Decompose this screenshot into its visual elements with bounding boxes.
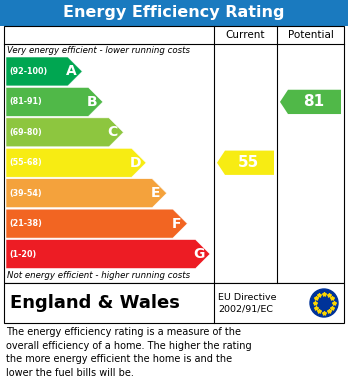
Text: D: D [129,156,141,170]
Text: Potential: Potential [287,30,333,40]
Text: 55: 55 [238,155,259,170]
Polygon shape [6,148,146,177]
Text: 81: 81 [303,94,324,109]
Text: (21-38): (21-38) [9,219,42,228]
Text: F: F [172,217,181,231]
Text: (69-80): (69-80) [9,128,42,137]
Polygon shape [6,57,82,86]
Text: Current: Current [226,30,265,40]
Text: EU Directive
2002/91/EC: EU Directive 2002/91/EC [218,293,277,313]
Polygon shape [280,90,341,114]
Text: Not energy efficient - higher running costs: Not energy efficient - higher running co… [7,271,190,280]
Text: Very energy efficient - lower running costs: Very energy efficient - lower running co… [7,46,190,55]
Text: A: A [66,65,77,79]
Text: B: B [87,95,97,109]
Polygon shape [6,118,124,147]
Text: G: G [193,247,205,261]
Text: England & Wales: England & Wales [10,294,180,312]
Bar [0,0,348,26]
Text: The energy efficiency rating is a measure of the
overall efficiency of a home. T: The energy efficiency rating is a measur… [6,327,252,378]
Bar [4,26,344,283]
Polygon shape [6,179,167,208]
Text: (55-68): (55-68) [9,158,42,167]
Text: (39-54): (39-54) [9,189,42,198]
Text: (81-91): (81-91) [9,97,42,106]
Polygon shape [6,209,187,238]
Text: C: C [108,126,118,139]
Text: E: E [151,186,161,200]
Circle shape [310,289,338,317]
Text: (1-20): (1-20) [9,249,36,258]
Polygon shape [6,88,103,117]
Bar [4,283,344,323]
Text: (92-100): (92-100) [9,67,47,76]
Polygon shape [217,151,274,175]
Polygon shape [6,240,210,269]
Text: Energy Efficiency Rating: Energy Efficiency Rating [63,5,285,20]
